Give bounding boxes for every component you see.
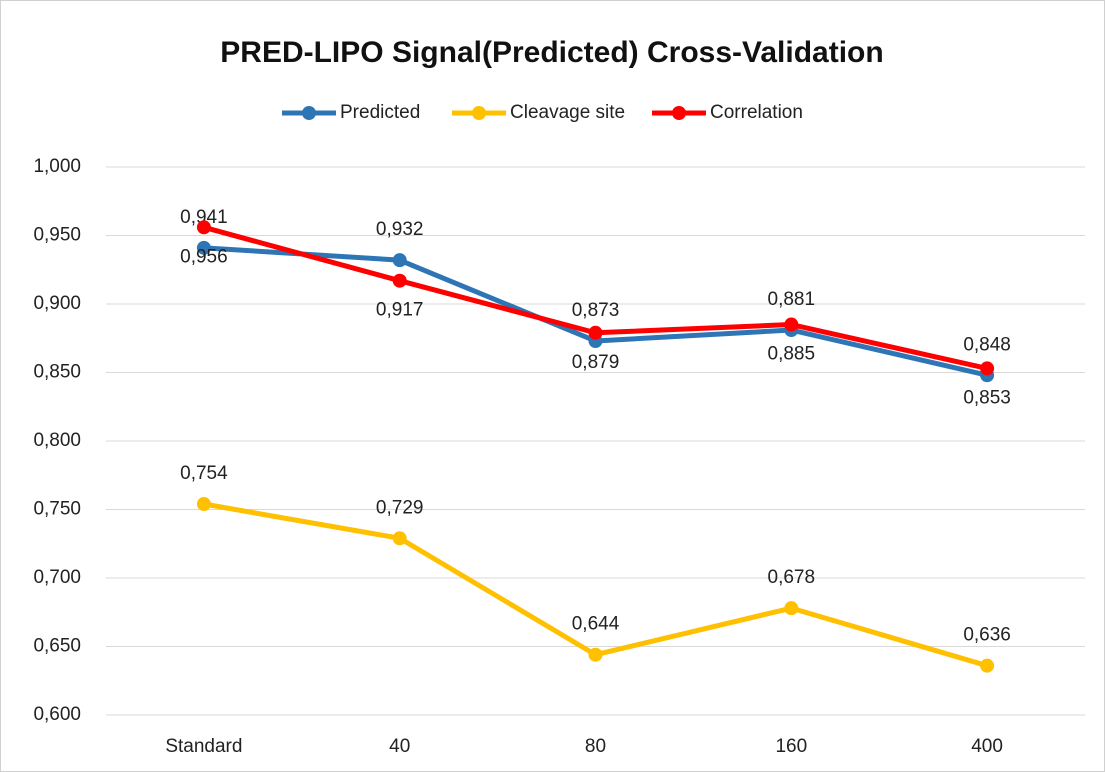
y-tick-label: 0,750 (33, 499, 81, 520)
data-label: 0,932 (376, 219, 424, 240)
y-tick-label: 0,650 (33, 636, 81, 657)
data-point (980, 361, 995, 376)
legend-label: Correlation (710, 102, 803, 123)
data-point (196, 497, 211, 512)
data-label: 0,678 (768, 567, 816, 588)
data-point (392, 273, 407, 288)
data-label: 0,636 (963, 625, 1011, 646)
legend-label: Predicted (340, 102, 420, 123)
x-tick-label: 40 (389, 736, 410, 757)
data-point (196, 240, 211, 255)
legend-marker (472, 106, 486, 120)
data-label: 0,853 (963, 387, 1011, 408)
data-label: 0,754 (180, 463, 228, 484)
data-label: 0,879 (572, 352, 620, 373)
legend-marker (672, 106, 686, 120)
data-label: 0,644 (572, 614, 620, 635)
data-point (784, 601, 799, 616)
data-label: 0,873 (572, 300, 620, 321)
y-tick-label: 0,600 (33, 704, 81, 725)
data-point (980, 658, 995, 673)
y-tick-label: 1,000 (33, 156, 81, 177)
y-tick-label: 0,700 (33, 567, 81, 588)
chart-title: PRED-LIPO Signal(Predicted) Cross-Valida… (220, 36, 883, 69)
data-point (392, 531, 407, 546)
data-point (784, 317, 799, 332)
y-tick-label: 0,900 (33, 293, 81, 314)
y-tick-label: 0,950 (33, 225, 81, 246)
data-label: 0,881 (768, 289, 816, 310)
data-label: 0,941 (180, 207, 228, 228)
y-tick-label: 0,850 (33, 362, 81, 383)
data-point (588, 325, 603, 340)
data-point (196, 220, 211, 235)
data-label: 0,848 (963, 334, 1011, 355)
data-label: 0,729 (376, 497, 424, 518)
x-tick-label: 400 (971, 736, 1003, 757)
legend-label: Cleavage site (510, 102, 625, 123)
data-point (392, 253, 407, 268)
y-tick-label: 0,800 (33, 430, 81, 451)
data-label: 0,956 (180, 246, 228, 267)
legend-marker (302, 106, 316, 120)
x-tick-label: Standard (165, 736, 242, 757)
data-point (588, 647, 603, 662)
x-tick-label: 80 (585, 736, 606, 757)
x-tick-label: 160 (775, 736, 807, 757)
data-label: 0,917 (376, 300, 424, 321)
data-label: 0,885 (768, 344, 816, 365)
